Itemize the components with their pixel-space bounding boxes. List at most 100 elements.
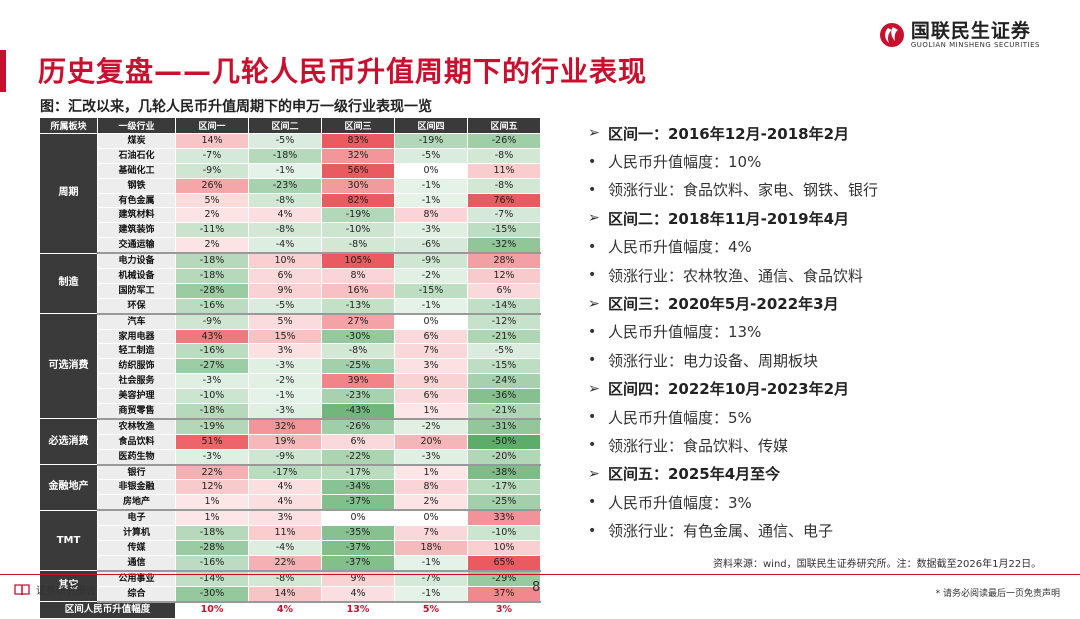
header-period-2: 区间二 — [248, 117, 322, 134]
bullet-dot-icon: • — [588, 494, 597, 511]
value-cell: 28% — [467, 252, 541, 270]
value-cell: 4% — [248, 207, 322, 224]
value-cell: -10% — [467, 525, 541, 542]
value-cell: -8% — [321, 237, 395, 255]
point-text: 人民币升值幅度：4% — [608, 238, 752, 257]
bullet-item: • 人民币升值幅度：13% — [588, 318, 1058, 346]
table-row: 综合 -30% 14% 4% -1% 37% — [40, 585, 541, 603]
industry-cell: 国防军工 — [97, 282, 176, 299]
value-cell: -17% — [321, 464, 395, 481]
industry-cell: 建筑材料 — [97, 207, 176, 224]
industry-cell: 钢铁 — [97, 177, 176, 194]
value-cell: -16% — [175, 554, 249, 572]
value-cell: -20% — [467, 448, 541, 466]
table-body: 周期 煤炭 14% -5% 83% -19% -26% 石油石化 -7% -18% 32% -5% -8… — [39, 133, 541, 619]
industry-cell: 美容护理 — [97, 388, 176, 405]
table-row: 美容护理 -10% -1% -23% 6% -36% — [40, 388, 541, 405]
value-cell: -19% — [321, 207, 395, 224]
value-cell: -37% — [321, 494, 395, 512]
title-accent-bar — [0, 50, 6, 92]
value-cell: 76% — [467, 192, 541, 209]
period-heading: ➢ 区间五：2025年4月至今 — [588, 460, 1058, 488]
summary-value: 13% — [321, 601, 395, 619]
point-text: 领涨行业：有色金属、通信、电子 — [608, 522, 834, 541]
value-cell: -15% — [467, 222, 541, 239]
bullet-dot-icon: • — [588, 352, 597, 369]
value-cell: -28% — [175, 282, 249, 299]
value-cell: 1% — [175, 509, 249, 527]
bullet-item: • 领涨行业：电力设备、周期板块 — [588, 346, 1058, 374]
value-cell: -4% — [248, 540, 322, 556]
value-cell: -5% — [467, 343, 541, 360]
industry-cell: 交通运输 — [97, 237, 176, 255]
industry-cell: 环保 — [97, 297, 176, 315]
bullet-item: • 领涨行业：食品饮料、传媒 — [588, 431, 1058, 459]
table-row: 纺织服饰 -27% -3% -25% 3% -15% — [40, 358, 541, 375]
value-cell: -27% — [175, 358, 249, 375]
value-cell: 65% — [467, 554, 541, 572]
value-cell: -37% — [321, 540, 395, 556]
point-text: 领涨行业：电力设备、周期板块 — [608, 351, 819, 370]
value-cell: 6% — [394, 328, 468, 345]
value-cell: -18% — [175, 252, 249, 270]
key-points-list: ➢ 区间一：2016年12月-2018年2月 • 人民币升值幅度：10% • 领涨行业：食… — [588, 119, 1058, 545]
value-cell: -25% — [467, 494, 541, 512]
period-heading: ➢ 区间四：2022年10月-2023年2月 — [588, 375, 1058, 403]
value-cell: 8% — [394, 479, 468, 496]
value-cell: 32% — [321, 147, 395, 164]
bullet-item: • 人民币升值幅度：10% — [588, 147, 1058, 175]
value-cell: -3% — [394, 222, 468, 239]
bullet-item: • 领涨行业：有色金属、通信、电子 — [588, 516, 1058, 544]
value-cell: -19% — [175, 418, 249, 435]
table-row: 通信 -16% 22% -37% -1% 65% — [40, 554, 541, 572]
value-cell: -9% — [175, 313, 249, 330]
table-row: 商贸零售 -18% -3% -43% 1% -21% — [40, 403, 541, 420]
value-cell: -36% — [467, 388, 541, 405]
bullet-dot-icon: • — [588, 409, 597, 426]
point-text: 人民币升值幅度：10% — [608, 153, 762, 172]
bullet-dot-icon: • — [588, 153, 597, 170]
summary-value: 10% — [175, 601, 249, 619]
industry-cell: 传媒 — [97, 540, 176, 556]
bullet-item: • 人民币升值幅度：5% — [588, 403, 1058, 431]
value-cell: -18% — [175, 525, 249, 542]
sector-cell: 周期 — [39, 133, 98, 254]
table-row: 计算机 -18% 11% -35% 7% -10% — [40, 525, 541, 542]
point-text: 人民币升值幅度：13% — [608, 323, 762, 342]
industry-cell: 银行 — [97, 464, 176, 481]
table-row: 建筑材料 2% 4% -19% 8% -7% — [40, 207, 541, 224]
value-cell: 82% — [321, 192, 395, 209]
value-cell: -18% — [175, 268, 249, 284]
bullet-dot-icon: • — [588, 238, 597, 255]
value-cell: -22% — [321, 448, 395, 466]
value-cell: -5% — [248, 133, 322, 149]
point-text: 领涨行业：食品饮料、传媒 — [608, 436, 789, 455]
value-cell: -9% — [248, 448, 322, 466]
header-industry: 一级行业 — [97, 117, 176, 134]
value-cell: -5% — [248, 297, 322, 315]
table-row: 金融地产 银行 22% -17% -17% 1% -38% — [39, 464, 541, 511]
value-cell: -30% — [321, 328, 395, 345]
brand-emblem-icon — [879, 23, 904, 47]
value-cell: -38% — [467, 464, 541, 481]
value-cell: -32% — [467, 237, 541, 255]
value-cell: 30% — [321, 177, 395, 194]
value-cell: -12% — [467, 313, 541, 330]
industry-cell: 轻工制造 — [97, 343, 176, 360]
value-cell: -16% — [175, 343, 249, 360]
table-row: 可选消费 汽车 -9% 5% 27% 0% -12% — [39, 313, 541, 420]
value-cell: 105% — [321, 252, 395, 270]
value-cell: 15% — [248, 328, 322, 345]
industry-cell: 商贸零售 — [97, 403, 176, 420]
footer-report-label: 证券研究报告 — [14, 582, 96, 597]
value-cell: -11% — [175, 222, 249, 239]
value-cell: 83% — [321, 133, 395, 149]
point-text: 区间五：2025年4月至今 — [608, 465, 781, 484]
table-row: 环保 -16% -5% -13% -1% -14% — [40, 297, 541, 315]
value-cell: -17% — [248, 464, 322, 481]
value-cell: -28% — [175, 540, 249, 556]
summary-value: 5% — [394, 601, 468, 619]
brand-name-en: GUOLIAN MINSHENG SECURITIES — [910, 41, 1040, 49]
value-cell: 14% — [248, 585, 322, 603]
value-cell: 0% — [321, 509, 395, 527]
